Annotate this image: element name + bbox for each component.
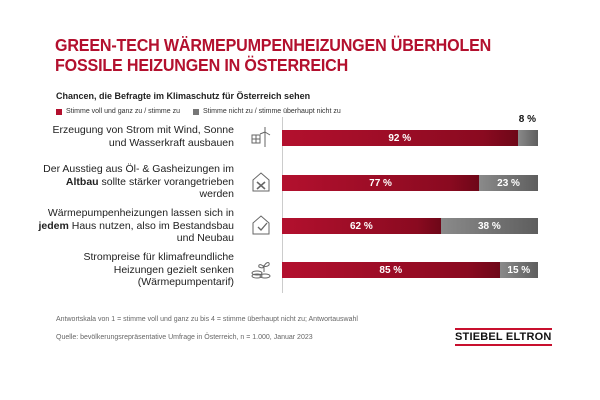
- category-emphasis: Altbau: [65, 175, 99, 188]
- house-tools-icon: [250, 171, 272, 193]
- legend-label-disagree: Stimme nicht zu / stimme überhaupt nicht…: [203, 108, 341, 115]
- bar-agree: 92 %: [282, 130, 518, 146]
- chart-subtitle: Chancen, die Befragte im Klimaschutz für…: [56, 91, 311, 101]
- bar-row: 85 % 15 %: [282, 262, 538, 278]
- source-note: Quelle: bevölkerungsrepräsentative Umfra…: [56, 334, 313, 341]
- coins-plant-icon: [250, 258, 272, 280]
- data-label: 85 %: [379, 264, 403, 276]
- legend-agree: Stimme voll und ganz zu / stimme zu: [56, 108, 180, 115]
- legend-disagree: Stimme nicht zu / stimme überhaupt nicht…: [193, 108, 341, 115]
- data-label: 77 %: [369, 177, 392, 189]
- bar-disagree: [517, 130, 538, 146]
- data-label: 15 %: [507, 264, 531, 276]
- bar-disagree: 23 %: [479, 175, 538, 191]
- category-text: Der Ausstieg aus Öl- & Gasheizungen im: [43, 163, 234, 175]
- data-label: 23 %: [497, 177, 520, 189]
- title-line-2: FOSSILE HEIZUNGEN IN ÖSTERREICH: [55, 55, 349, 75]
- footnote: Antwortskala von 1 = stimme voll und gan…: [56, 316, 358, 323]
- title-line-1: GREEN-TECH WÄRMEPUMPENHEIZUNGEN ÜBERHOLE…: [55, 35, 492, 55]
- category-label: Wärmepumpenheizungen lassen sich in jede…: [34, 207, 234, 245]
- category-text: Strompreise für klimafreundliche Heizung…: [83, 251, 234, 288]
- legend-swatch-disagree: [193, 108, 199, 115]
- bar-row: 77 % 23 %: [282, 175, 538, 191]
- legend-label-agree: Stimme voll und ganz zu / stimme zu: [66, 108, 180, 115]
- axis-line: [282, 117, 283, 293]
- legend-swatch-agree: [56, 108, 62, 115]
- bar-row: 92 % 8 %: [282, 114, 538, 146]
- data-label: 8 %: [518, 114, 536, 125]
- category-emphasis: jedem: [38, 219, 69, 232]
- wind-solar-icon: [250, 126, 272, 148]
- bar-row: 62 % 38 %: [282, 218, 538, 234]
- bar-agree: 77 %: [282, 175, 480, 191]
- data-label: 62 %: [349, 220, 373, 232]
- category-label: Strompreise für klimafreundliche Heizung…: [34, 251, 234, 289]
- category-text: sollte stärker vorangetrieben werden: [98, 175, 235, 201]
- house-check-icon: [250, 214, 272, 236]
- chart-title: GREEN-TECH WÄRMEPUMPENHEIZUNGEN ÜBERHOLE…: [55, 35, 491, 75]
- category-label: Erzeugung von Strom mit Wind, Sonne und …: [34, 124, 234, 149]
- stiebel-eltron-logo: STIEBEL ELTRON: [455, 328, 552, 346]
- bar-disagree: 15 %: [499, 262, 538, 278]
- category-text: Haus nutzen, also im Bestandsbau und Neu…: [68, 219, 234, 245]
- category-label: Der Ausstieg aus Öl- & Gasheizungen im A…: [34, 163, 234, 201]
- data-label: 92 %: [388, 132, 412, 144]
- bar-agree: 62 %: [282, 218, 441, 234]
- bar-agree: 85 %: [282, 262, 500, 278]
- category-text: Wärmepumpenheizungen lassen sich in: [47, 207, 234, 219]
- bar-disagree: 38 %: [440, 218, 538, 234]
- category-text: Erzeugung von Strom mit Wind, Sonne und …: [52, 124, 234, 149]
- data-label: 38 %: [477, 220, 501, 232]
